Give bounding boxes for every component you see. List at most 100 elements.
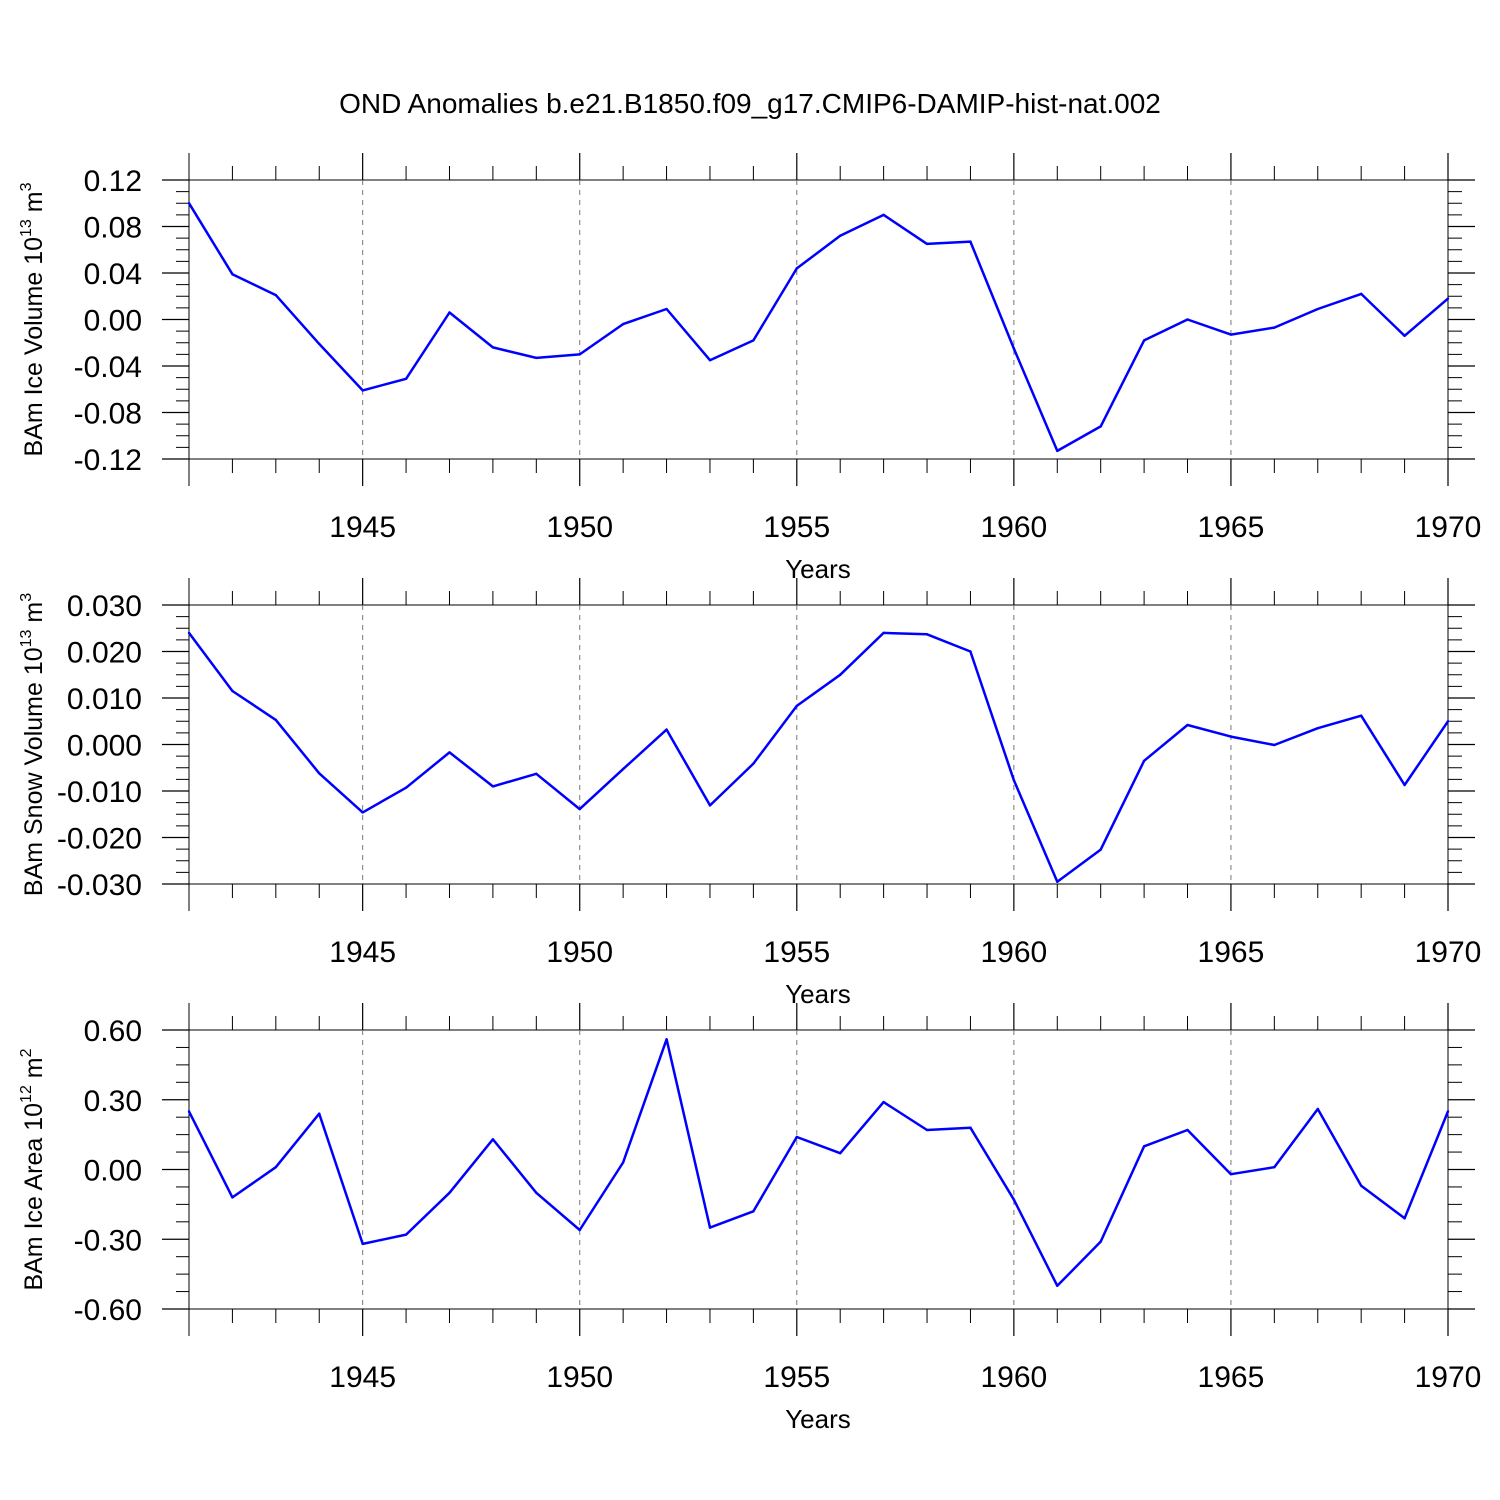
data-point	[535, 1191, 538, 1194]
data-point	[969, 650, 972, 653]
data-point	[839, 1152, 842, 1155]
data-point	[1142, 759, 1146, 762]
data-point	[1099, 425, 1102, 428]
data-point	[925, 1128, 929, 1132]
data-point	[1099, 848, 1102, 851]
y-axis-label: BAm Ice Area 1012 m2	[18, 1048, 48, 1290]
data-point	[231, 1196, 234, 1199]
data-point	[665, 1038, 668, 1041]
y-tick-label: 0.30	[84, 1085, 142, 1118]
data-point	[1403, 783, 1406, 787]
data-point	[404, 377, 408, 380]
data-point	[621, 767, 625, 771]
data-point	[795, 1135, 798, 1139]
data-point	[795, 267, 798, 270]
data-point	[969, 240, 972, 243]
y-tick-label: -0.020	[57, 823, 142, 856]
x-tick-label: 1960	[980, 936, 1047, 969]
y-tick-label: 0.12	[84, 165, 142, 198]
data-point	[1186, 1128, 1189, 1132]
data-point	[318, 342, 321, 346]
x-tick-label: 1955	[763, 936, 830, 969]
data-point	[752, 339, 755, 342]
data-point	[1056, 1284, 1059, 1287]
y-tick-label: 0.00	[84, 305, 142, 338]
x-tick-label: 1970	[1415, 1361, 1482, 1394]
data-point	[665, 307, 668, 311]
data-point	[1012, 1198, 1016, 1201]
y-tick-label: 0.000	[67, 730, 142, 763]
data-point	[1446, 720, 1450, 723]
data-point	[1316, 727, 1319, 730]
data-point	[1229, 735, 1233, 738]
data-point	[535, 356, 538, 360]
data-point	[839, 234, 842, 237]
data-point	[621, 1161, 625, 1164]
data-point	[578, 807, 581, 811]
data-point	[1099, 1240, 1102, 1243]
data-point	[708, 804, 712, 807]
y-label-exponent: 13	[18, 629, 35, 647]
x-tick-label: 1960	[980, 1361, 1047, 1394]
x-tick-label: 1965	[1198, 936, 1265, 969]
data-point	[231, 689, 234, 693]
x-tick-label: 1950	[546, 511, 613, 544]
data-point	[318, 1112, 321, 1115]
x-tick-label: 1965	[1198, 1361, 1265, 1394]
x-tick-label: 1950	[546, 1361, 613, 1394]
data-point	[1316, 307, 1319, 311]
data-point	[925, 633, 929, 636]
data-point	[1403, 1217, 1406, 1220]
x-tick-label: 1945	[329, 511, 396, 544]
data-point	[1316, 1107, 1319, 1111]
series-line	[187, 631, 1450, 883]
data-point	[448, 1191, 451, 1194]
data-point	[1446, 297, 1450, 300]
panel-ice-volume: 1945 1950 1955 1960 1965 1970 0.12 0.08 0.04 0.00…	[18, 153, 1481, 584]
x-tick-label: 1960	[980, 511, 1047, 544]
y-tick-label: 0.04	[84, 258, 142, 291]
x-tick-label: 1970	[1415, 511, 1482, 544]
data-point	[1056, 880, 1059, 883]
data-point	[361, 1242, 364, 1246]
x-tick-label: 1955	[763, 1361, 830, 1394]
y-tick-label: -0.010	[57, 776, 142, 809]
data-point	[187, 631, 191, 635]
data-point	[274, 1165, 278, 1169]
data-point	[1012, 347, 1016, 350]
data-point	[361, 389, 364, 392]
data-point	[578, 353, 581, 356]
data-point	[318, 772, 321, 775]
y-label-exponent: 13	[18, 219, 35, 237]
y-label-unit-exponent: 3	[18, 182, 35, 191]
data-point	[1186, 318, 1189, 321]
y-label-unit-exponent: 2	[18, 1048, 35, 1057]
data-point	[925, 242, 929, 246]
data-point	[1359, 714, 1363, 717]
y-label-unit-exponent: 3	[18, 593, 35, 602]
figure-title: OND Anomalies b.e21.B1850.f09_g17.CMIP6-…	[339, 88, 1161, 119]
y-tick-label: -0.08	[74, 398, 142, 431]
data-point	[1403, 334, 1406, 337]
y-tick-label: 0.010	[67, 683, 142, 716]
x-tick-label: 1955	[763, 511, 830, 544]
x-axis-label: Years	[785, 979, 851, 1009]
data-point	[448, 311, 451, 314]
data-point	[361, 811, 364, 814]
data-point	[1359, 292, 1363, 296]
data-point	[752, 762, 755, 765]
data-point	[1229, 333, 1233, 336]
data-point	[795, 704, 798, 708]
panel-snow-volume: 1945 1950 1955 1960 1965 1970 0.030 0.020 0.010 0…	[18, 578, 1481, 1009]
y-tick-label: 0.08	[84, 212, 142, 245]
data-point	[1142, 1145, 1146, 1148]
data-point	[1229, 1172, 1233, 1176]
data-point	[969, 1126, 972, 1129]
data-point	[535, 772, 538, 775]
data-point	[1273, 1165, 1276, 1169]
data-point	[491, 785, 495, 788]
data-point	[1446, 1110, 1450, 1113]
y-tick-label: 0.00	[84, 1155, 142, 1188]
series-line	[187, 202, 1449, 453]
y-tick-label: 0.030	[67, 590, 142, 623]
